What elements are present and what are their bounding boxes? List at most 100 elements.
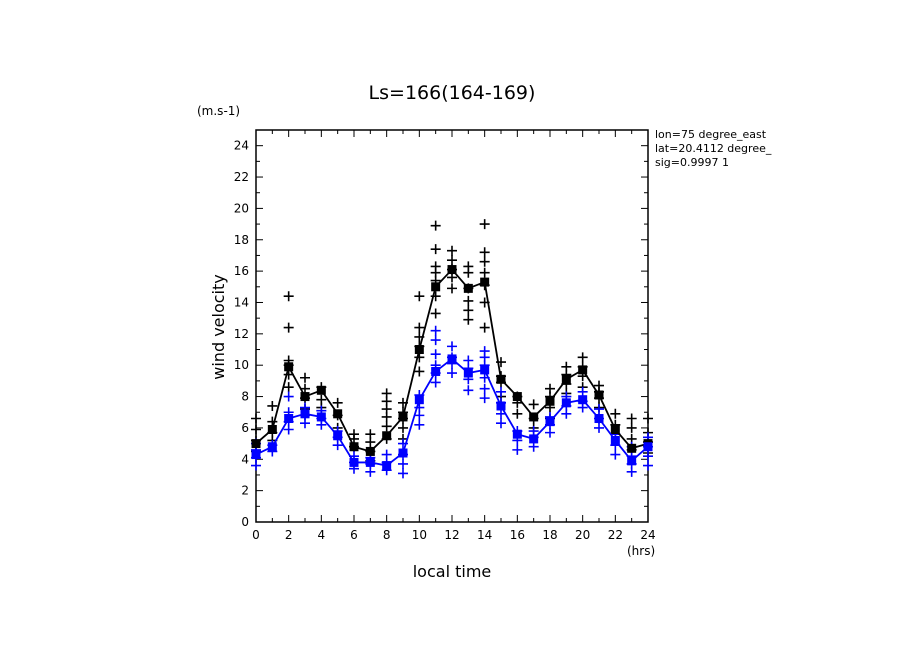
y-axis-label: wind velocity — [209, 274, 228, 379]
cross-point — [496, 418, 506, 429]
y-tick-label: 22 — [234, 170, 249, 184]
mean-point — [267, 424, 277, 434]
cross-point — [430, 377, 441, 388]
mean-point — [561, 374, 571, 384]
x-tick-label: 18 — [542, 528, 557, 542]
cross-point — [479, 219, 490, 230]
x-unit-label: (hrs) — [627, 544, 655, 558]
mean-point — [480, 277, 490, 287]
y-tick-label: 14 — [234, 295, 249, 309]
cross-point — [577, 352, 588, 363]
y-tick-label: 18 — [234, 233, 249, 247]
mean-point — [627, 443, 637, 453]
mean-point — [480, 365, 490, 375]
cross-point — [398, 468, 408, 479]
y-tick-label: 20 — [234, 201, 249, 215]
cross-point — [463, 355, 474, 366]
plot-area: 0 2 4 6 8 10 12 14 16 18 20 22 240246810121416182022… — [234, 129, 656, 542]
cross-point — [463, 385, 474, 396]
y-tick-label: 6 — [241, 421, 249, 435]
x-tick-label: 0 — [252, 528, 260, 542]
cross-point — [414, 322, 425, 333]
cross-point — [430, 335, 441, 346]
cross-point — [381, 449, 392, 460]
y-tick-label: 12 — [234, 327, 249, 341]
cross-point — [447, 283, 457, 294]
y-tick-label: 10 — [234, 358, 249, 372]
cross-point — [479, 393, 490, 404]
cross-point — [463, 305, 474, 316]
x-tick-label: 14 — [477, 528, 492, 542]
mean-point — [643, 442, 653, 452]
mean-point — [463, 283, 473, 293]
cross-point — [463, 314, 474, 325]
x-tick-label: 4 — [318, 528, 326, 542]
cross-point — [496, 386, 506, 397]
mean-point — [578, 395, 588, 405]
cross-point — [594, 404, 604, 415]
cross-point — [594, 422, 604, 433]
mean-point — [610, 435, 620, 445]
mean-point — [545, 396, 555, 406]
cross-point — [414, 419, 425, 430]
cross-point — [561, 361, 572, 372]
cross-point — [300, 372, 310, 383]
info-lat: lat=20.4112 degree_ — [655, 142, 772, 155]
y-tick-label: 4 — [241, 452, 249, 466]
x-tick-label: 20 — [575, 528, 590, 542]
cross-point — [267, 400, 278, 411]
mean-point — [382, 461, 392, 471]
plot-frame — [255, 129, 649, 523]
cross-point — [267, 416, 278, 427]
cross-point — [414, 291, 425, 302]
mean-point — [431, 366, 441, 376]
mean-point — [578, 365, 588, 375]
y-tick-label: 0 — [241, 515, 249, 529]
cross-point — [610, 408, 621, 419]
info-lon: lon=75 degree_east — [655, 128, 767, 141]
mean-point — [610, 424, 620, 434]
mean-point — [300, 392, 310, 402]
cross-point — [479, 256, 490, 267]
mean-point — [561, 398, 571, 408]
mean-point — [414, 345, 424, 355]
cross-point — [430, 220, 441, 231]
cross-point — [496, 408, 506, 419]
cross-point — [430, 308, 441, 319]
mean-point — [447, 265, 457, 275]
cross-point — [414, 352, 425, 363]
x-tick-label: 24 — [640, 528, 655, 542]
x-tick-label: 22 — [608, 528, 623, 542]
cross-point — [512, 444, 523, 455]
y-tick-label: 16 — [234, 264, 249, 278]
cross-point — [381, 388, 392, 399]
cross-point — [479, 267, 490, 278]
x-tick-label: 16 — [510, 528, 525, 542]
cross-point — [594, 380, 604, 391]
mean-point — [284, 414, 294, 424]
cross-point — [251, 413, 261, 424]
mean-point — [316, 385, 326, 395]
cross-point — [643, 451, 653, 462]
mean-point — [398, 448, 408, 458]
cross-point — [251, 424, 261, 435]
cross-point — [430, 244, 441, 255]
y-unit-label: (m.s-1) — [197, 104, 240, 118]
x-tick-label: 12 — [444, 528, 459, 542]
cross-point — [414, 366, 425, 377]
mean-point — [414, 395, 424, 405]
mean-point — [594, 414, 604, 424]
mean-point — [267, 442, 277, 452]
info-sig: sig=0.9997 1 — [655, 156, 729, 169]
chart-title: Ls=166(164-169) — [369, 82, 536, 104]
mean-point — [496, 401, 506, 411]
cross-point — [479, 346, 490, 357]
mean-point — [333, 409, 343, 419]
x-tick-label: 6 — [350, 528, 358, 542]
cross-point — [479, 383, 490, 394]
y-tick-label: 2 — [241, 484, 249, 498]
cross-point — [365, 429, 376, 440]
mean-point — [284, 362, 294, 372]
mean-point — [365, 446, 375, 456]
